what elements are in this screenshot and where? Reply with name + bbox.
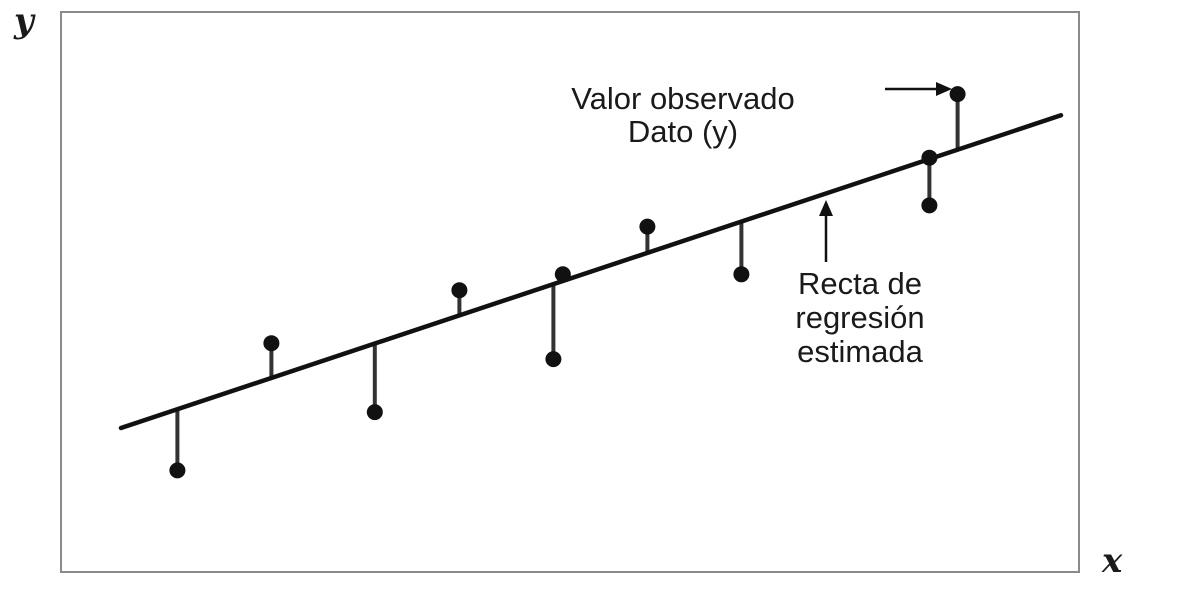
observed-point	[263, 335, 280, 352]
observed-point	[169, 462, 186, 479]
observed-point	[451, 282, 468, 299]
regression-line	[118, 113, 1064, 431]
x-axis-label: x	[1101, 541, 1123, 581]
regression-label-line1: Recta de	[798, 266, 922, 301]
observed-point	[921, 197, 938, 214]
observed-points	[169, 86, 966, 479]
regression-arrow-head	[819, 200, 833, 216]
regression-label-line2: regresión	[795, 300, 924, 335]
plot-frame	[60, 11, 1080, 573]
y-axis-label: y	[13, 1, 36, 41]
observed-data-label: Dato (y)	[628, 114, 738, 149]
observed-point	[639, 218, 656, 235]
observed-point	[733, 266, 750, 283]
observed-point	[949, 86, 966, 103]
regression-label-line3: estimada	[797, 334, 924, 369]
observed-point	[554, 266, 571, 283]
observed-value-label: Valor observado	[571, 81, 794, 116]
observed-point	[921, 149, 938, 166]
observed-arrow-head	[936, 82, 952, 96]
observed-point	[545, 351, 562, 368]
observed-point	[366, 404, 383, 421]
